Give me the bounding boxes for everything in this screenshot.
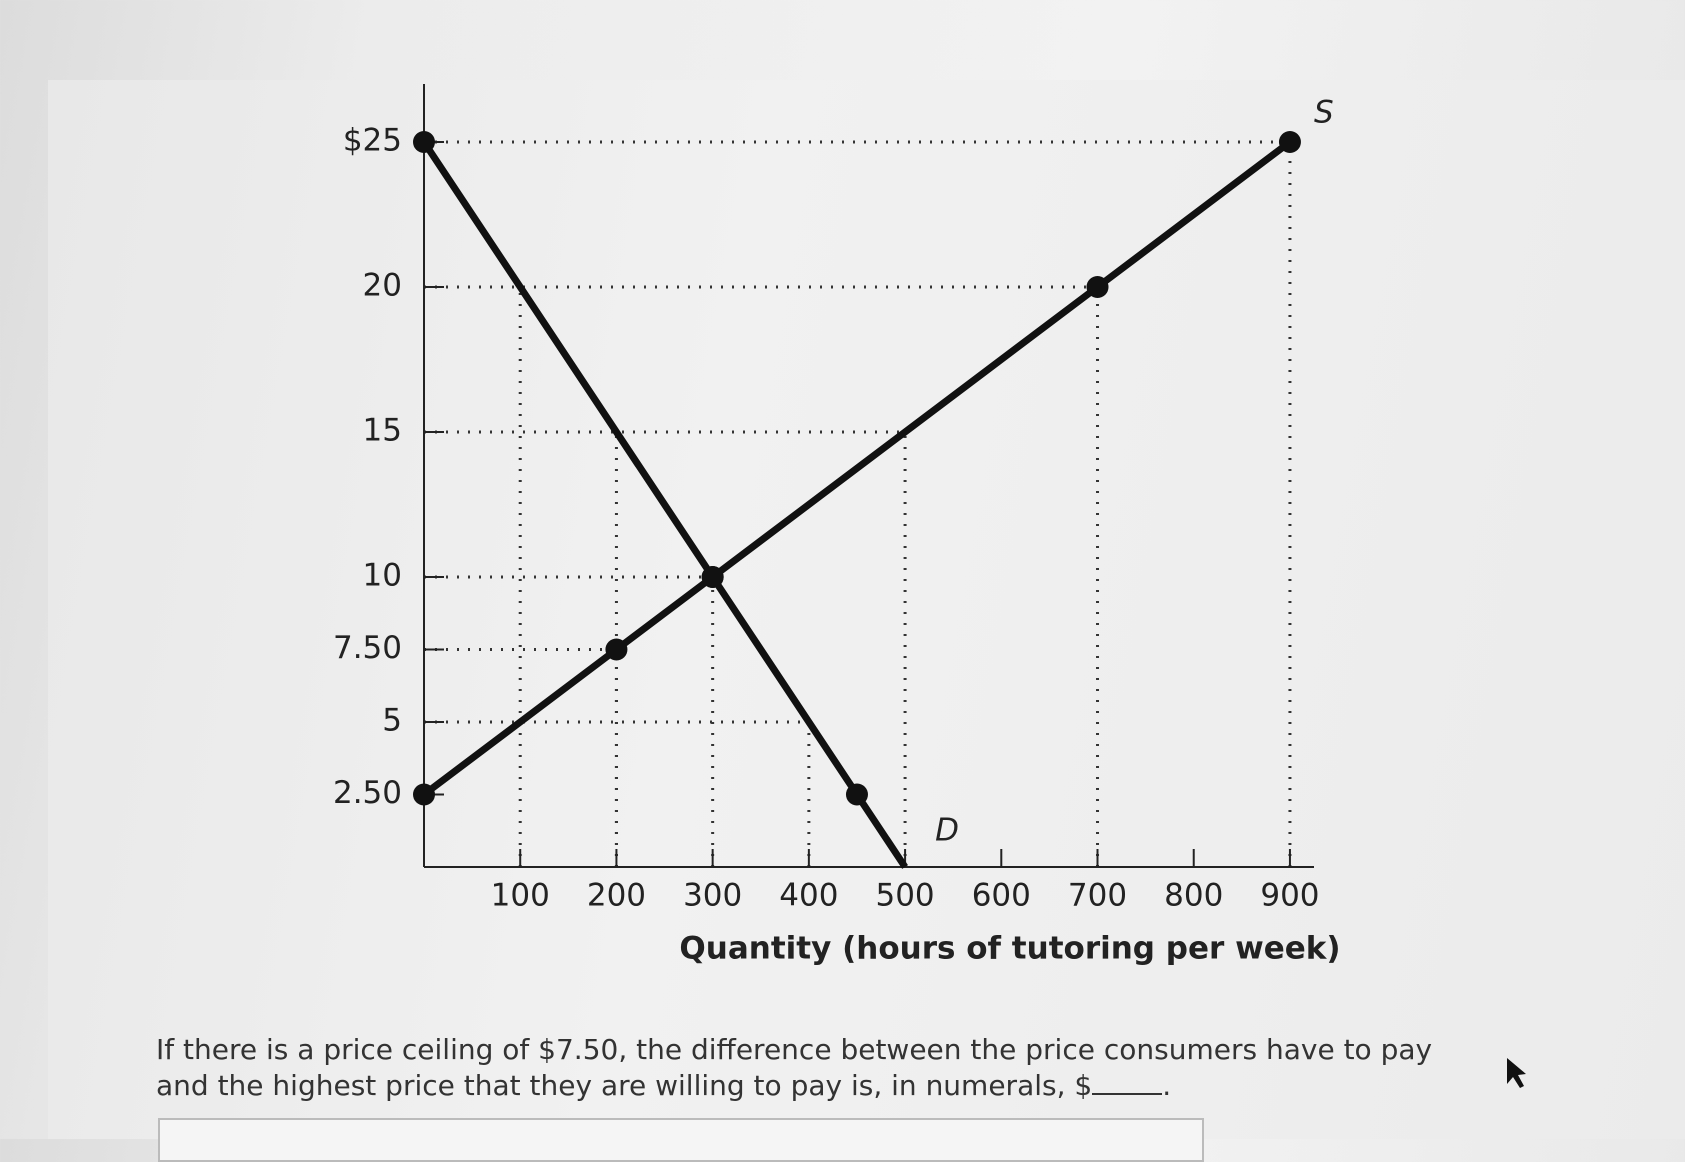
y-tick-label: 15	[363, 413, 402, 449]
y-tick-label: $25	[343, 123, 402, 159]
answer-blank	[1092, 1069, 1163, 1095]
series-label: S	[1314, 95, 1334, 131]
point	[1086, 276, 1109, 298]
x-tick-label: 300	[683, 878, 742, 914]
x-tick-label: 600	[972, 878, 1031, 914]
question-end: .	[1162, 1069, 1172, 1102]
series-label: D	[935, 813, 959, 849]
series-line	[421, 140, 908, 869]
question: If there is a price ceiling of $7.50, th…	[156, 1032, 1486, 1104]
x-tick-label: 800	[1164, 878, 1223, 914]
x-tick-label: 500	[875, 878, 934, 914]
point	[413, 783, 435, 806]
x-tick-label: 400	[779, 878, 838, 914]
panel	[48, 80, 1685, 1139]
x-tick-label: 100	[491, 878, 550, 914]
answer-input[interactable]	[158, 1118, 1204, 1162]
y-tick-label: 7.50	[333, 630, 402, 666]
x-tick-label: 200	[587, 878, 646, 914]
point	[701, 566, 724, 588]
x-tick-label: 900	[1260, 878, 1319, 914]
point	[413, 131, 435, 153]
point	[605, 638, 628, 661]
y-tick-label: 20	[363, 268, 402, 304]
y-tick-label: 5	[382, 703, 402, 739]
y-tick-label: 10	[363, 558, 402, 594]
point	[1278, 131, 1301, 153]
y-tick-label: 2.50	[333, 775, 402, 811]
point	[845, 783, 868, 806]
question-text: If there is a price ceiling of $7.50, th…	[156, 1033, 1433, 1102]
x-tick-label: 700	[1068, 878, 1127, 914]
series-line	[421, 139, 1293, 798]
x-axis-label: Quantity (hours of tutoring per week)	[679, 931, 1340, 967]
